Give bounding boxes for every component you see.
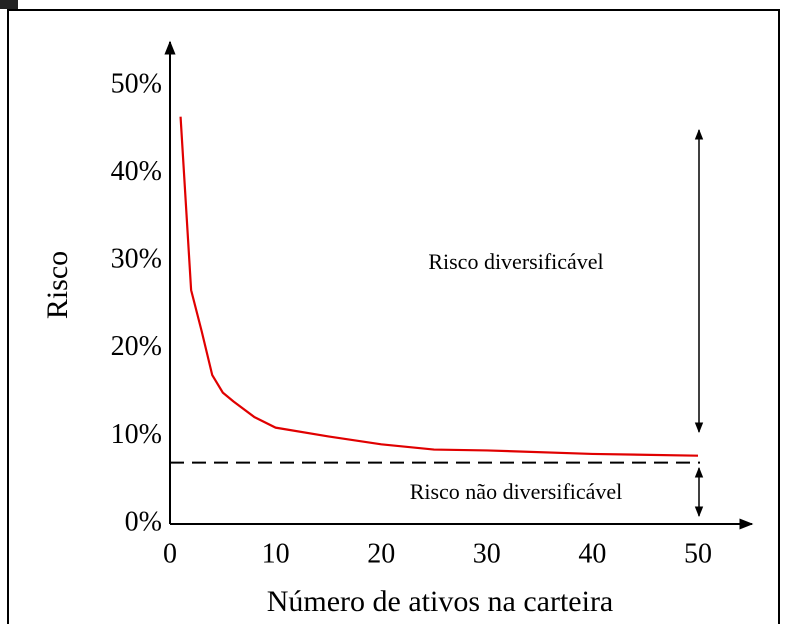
y-axis-label: Risco: [41, 251, 74, 319]
x-tick-label: 40: [578, 538, 606, 569]
x-axis-label: Número de ativos na carteira: [267, 585, 614, 618]
x-tick-label: 0: [163, 538, 177, 569]
y-tick-label: 50%: [111, 68, 162, 99]
x-tick-label: 10: [262, 538, 290, 569]
x-tick-label: 20: [367, 538, 395, 569]
risk-curve: [179, 116, 699, 457]
x-tick-label: 30: [473, 538, 501, 569]
y-tick-label: 40%: [111, 156, 162, 187]
frame: [7, 9, 780, 624]
y-tick-label: 30%: [111, 244, 162, 275]
x-tick-label: 50: [684, 538, 712, 569]
y-tick-label: 0%: [125, 506, 162, 537]
corner-mark: [0, 0, 18, 9]
annotation: Risco diversificável: [428, 249, 603, 274]
y-tick-label: 20%: [111, 331, 162, 362]
y-tick-label: 10%: [111, 419, 162, 450]
annotation: Risco não diversificável: [410, 479, 623, 504]
